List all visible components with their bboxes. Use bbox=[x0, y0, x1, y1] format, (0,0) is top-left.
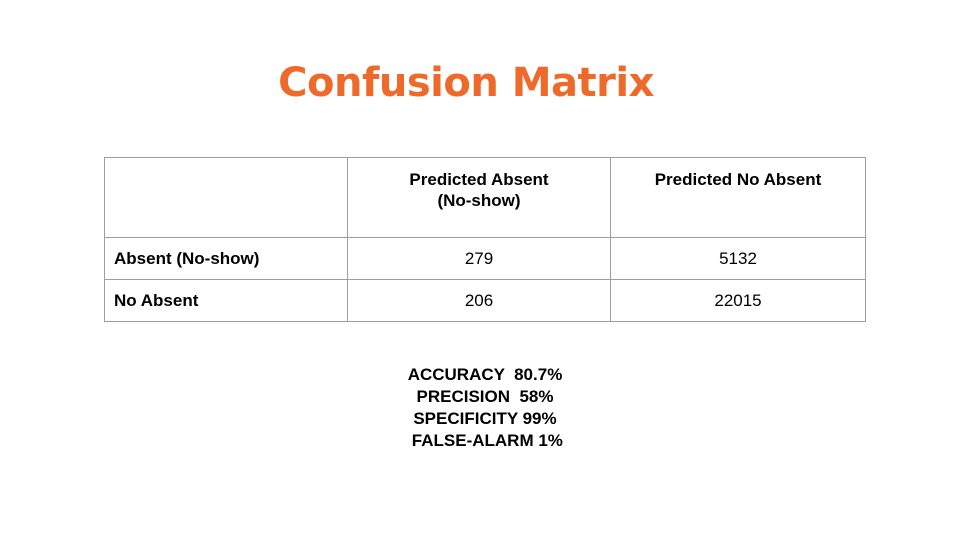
row-header-no-absent: No Absent bbox=[104, 279, 348, 322]
metric-specificity: SPECIFICITY 99% bbox=[413, 409, 557, 428]
metric-accuracy: ACCURACY 80.7% bbox=[407, 365, 563, 384]
metric-false-alarm: FALSE-ALARM 1% bbox=[407, 431, 563, 450]
column-header-predicted-no-absent: Predicted No Absent bbox=[610, 157, 866, 238]
cell-true-positive: 279 bbox=[347, 237, 611, 280]
metric-precision: PRECISION 58% bbox=[416, 387, 554, 406]
slide-title: Confusion Matrix bbox=[278, 60, 654, 106]
header-row: Predicted Absent (No-show) Predicted No … bbox=[104, 157, 866, 238]
column-header-predicted-absent: Predicted Absent (No-show) bbox=[347, 157, 611, 238]
table-row: No Absent 206 22015 bbox=[104, 279, 866, 322]
cell-true-negative: 22015 bbox=[610, 279, 866, 322]
column-header-label: Predicted No Absent bbox=[654, 170, 822, 189]
metrics-summary: ACCURACY 80.7% PRECISION 58% SPECIFICITY… bbox=[0, 364, 960, 452]
row-header-absent: Absent (No-show) bbox=[104, 237, 348, 280]
cell-false-negative: 5132 bbox=[610, 237, 866, 280]
column-header-label: Predicted Absent (No-show) bbox=[409, 170, 549, 210]
confusion-matrix-table: Predicted Absent (No-show) Predicted No … bbox=[104, 157, 866, 322]
corner-cell bbox=[104, 157, 348, 238]
cell-false-positive: 206 bbox=[347, 279, 611, 322]
table-row: Absent (No-show) 279 5132 bbox=[104, 237, 866, 280]
